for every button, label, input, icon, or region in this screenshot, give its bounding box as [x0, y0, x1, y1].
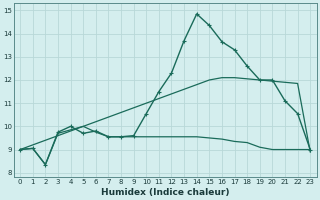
- X-axis label: Humidex (Indice chaleur): Humidex (Indice chaleur): [101, 188, 229, 197]
